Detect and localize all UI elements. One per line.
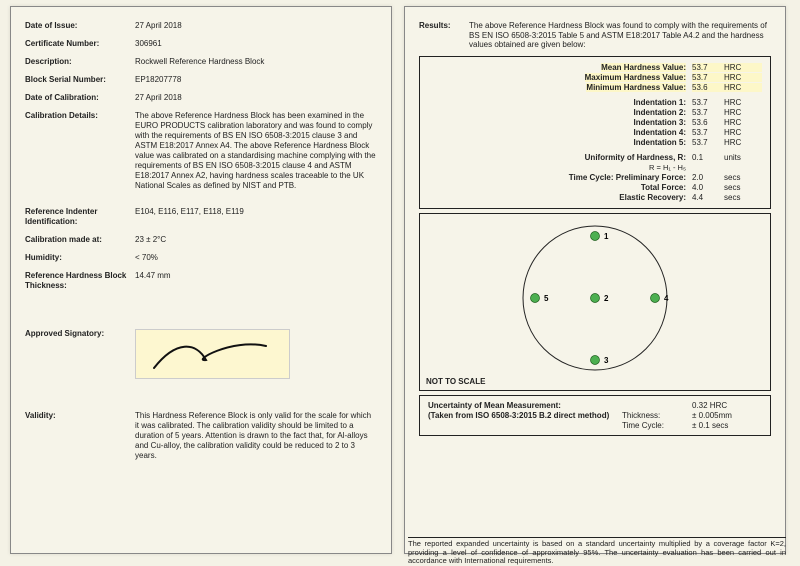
certificate-left-page: Date of Issue: 27 April 2018 Certificate… [10, 6, 392, 554]
umm-value: 0.32 HRC [692, 401, 762, 410]
date-of-issue-value: 27 April 2018 [135, 21, 377, 31]
row-cal-details: Calibration Details: The above Reference… [25, 111, 377, 191]
ind4-label: Indentation 4: [634, 128, 686, 137]
cert-number-value: 306961 [135, 39, 377, 49]
cal-details-label: Calibration Details: [25, 111, 135, 191]
diagram-svg: 1 2 3 4 5 [495, 218, 695, 378]
certificate-right-page: Results: The above Reference Hardness Bl… [404, 6, 786, 554]
ind1-label: Indentation 1: [634, 98, 686, 107]
uor-label: Uniformity of Hardness, R: [585, 153, 686, 162]
ind3-value: 53.6 [692, 118, 724, 127]
serial-value: EP18207778 [135, 75, 377, 85]
signature-box [135, 329, 290, 379]
row-date-cal: Date of Calibration: 27 April 2018 [25, 93, 377, 103]
ind1-value: 53.7 [692, 98, 724, 107]
ind5-value: 53.7 [692, 138, 724, 147]
timecycle-v: ± 0.1 secs [692, 421, 762, 430]
results-intro: Results: The above Reference Hardness Bl… [419, 21, 771, 50]
ind2-label: Indentation 2: [634, 108, 686, 117]
row-thickness: Reference Hardness Block Thickness: 14.4… [25, 271, 377, 291]
elastic-value: 4.4 [692, 193, 724, 202]
results-text: The above Reference Hardness Block was f… [469, 21, 771, 50]
ref-indenter-value: E104, E116, E117, E118, E119 [135, 207, 377, 227]
indent-point-5 [531, 293, 540, 302]
indent-point-label-1: 1 [604, 232, 609, 241]
row-date-of-issue: Date of Issue: 27 April 2018 [25, 21, 377, 31]
indent-point-label-4: 4 [664, 294, 669, 303]
date-cal-value: 27 April 2018 [135, 93, 377, 103]
ind4-value: 53.7 [692, 128, 724, 137]
footnote: The reported expanded uncertainty is bas… [408, 537, 786, 566]
row-cal-at: Calibration made at: 23 ± 2°C [25, 235, 377, 245]
uor-equation: R = H₁ - H₅ [428, 163, 686, 172]
not-to-scale: NOT TO SCALE [426, 377, 485, 386]
total-label: Total Force: [641, 183, 686, 192]
min-label: Minimum Hardness Value: [586, 83, 686, 92]
elastic-label: Elastic Recovery: [619, 193, 686, 202]
max-value: 53.7 [692, 73, 724, 82]
signature-icon [136, 330, 291, 380]
ind5-label: Indentation 5: [634, 138, 686, 147]
taken-from: (Taken from ISO 6508-3:2015 B.2 direct m… [428, 411, 609, 420]
date-of-issue-label: Date of Issue: [25, 21, 135, 31]
thickness-v: ± 0.005mm [692, 411, 762, 420]
umm-label: Uncertainty of Mean Measurement: [428, 401, 561, 410]
cal-at-value: 23 ± 2°C [135, 235, 377, 245]
thickness-k: Thickness: [622, 411, 692, 420]
indent-point-label-5: 5 [544, 294, 549, 303]
uor-value: 0.1 [692, 153, 724, 162]
cal-details-value: The above Reference Hardness Block has b… [135, 111, 377, 191]
indent-point-label-3: 3 [604, 356, 609, 365]
prelim-label: Time Cycle: Preliminary Force: [569, 173, 686, 182]
cert-number-label: Certificate Number: [25, 39, 135, 49]
mean-label: Mean Hardness Value: [601, 63, 686, 72]
uncertainty-box: Uncertainty of Mean Measurement: 0.32 HR… [419, 395, 771, 436]
indent-point-4 [651, 293, 660, 302]
description-label: Description: [25, 57, 135, 67]
row-approved-sig: Approved Signatory: [25, 329, 377, 379]
serial-label: Block Serial Number: [25, 75, 135, 85]
indent-point-1 [591, 231, 600, 240]
approved-sig-label: Approved Signatory: [25, 329, 135, 379]
max-label: Maximum Hardness Value: [585, 73, 686, 82]
indent-point-2 [591, 293, 600, 302]
prelim-value: 2.0 [692, 173, 724, 182]
ind2-value: 53.7 [692, 108, 724, 117]
humidity-label: Humidity: [25, 253, 135, 263]
date-cal-label: Date of Calibration: [25, 93, 135, 103]
ind3-label: Indentation 3: [634, 118, 686, 127]
row-description: Description: Rockwell Reference Hardness… [25, 57, 377, 67]
total-value: 4.0 [692, 183, 724, 192]
description-value: Rockwell Reference Hardness Block [135, 57, 377, 67]
cal-at-label: Calibration made at: [25, 235, 135, 245]
measurements-box: Mean Hardness Value:53.7HRC Maximum Hard… [419, 56, 771, 209]
timecycle-k: Time Cycle: [622, 421, 692, 430]
results-label: Results: [419, 21, 469, 50]
min-value: 53.6 [692, 83, 724, 92]
validity-label: Validity: [25, 411, 135, 461]
row-ref-indenter: Reference Indenter Identification: E104,… [25, 207, 377, 227]
ref-indenter-label: Reference Indenter Identification: [25, 207, 135, 227]
indentation-diagram: 1 2 3 4 5 NOT TO SCALE [419, 213, 771, 391]
thickness-label: Reference Hardness Block Thickness: [25, 271, 135, 291]
validity-value: This Hardness Reference Block is only va… [135, 411, 377, 461]
row-validity: Validity: This Hardness Reference Block … [25, 411, 377, 461]
humidity-value: < 70% [135, 253, 377, 263]
indent-point-label-2: 2 [604, 294, 609, 303]
indent-point-3 [591, 355, 600, 364]
row-humidity: Humidity: < 70% [25, 253, 377, 263]
mean-value: 53.7 [692, 63, 724, 72]
thickness-value: 14.47 mm [135, 271, 377, 291]
row-cert-number: Certificate Number: 306961 [25, 39, 377, 49]
row-serial: Block Serial Number: EP18207778 [25, 75, 377, 85]
